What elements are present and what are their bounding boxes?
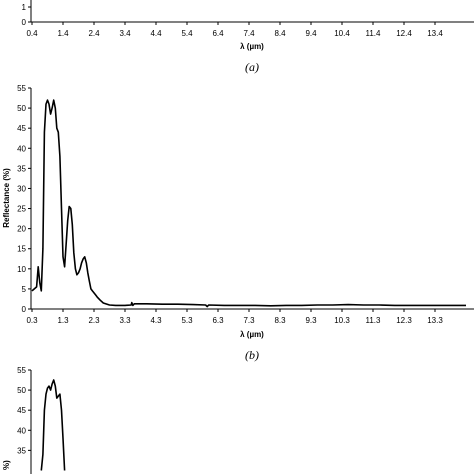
x-tick-label: 5.3 [181,316,193,325]
x-tick-label: 1.3 [57,316,69,325]
x-tick-label: 5.4 [181,29,193,38]
x-tick-label: 6.4 [212,29,224,38]
y-tick-label: 45 [17,406,26,415]
x-tick-label: 2.3 [88,316,100,325]
reflectance-series-line [31,99,466,308]
x-tick-label: 3.3 [119,316,131,325]
x-tick-label: 9.3 [305,316,317,325]
x-tick-label: 13.4 [427,29,443,38]
x-tick-label: 7.3 [243,316,255,325]
x-tick-label: 11.4 [366,29,382,38]
x-tick-label: 4.4 [150,29,162,38]
y-axis-title-b: Reflectance (%) [2,168,11,228]
y-tick-label: 55 [17,366,26,375]
y-tick-label: 0 [22,305,27,314]
x-tick-label: 11.3 [366,316,382,325]
x-axis-title-b: λ (µm) [240,330,264,339]
y-tick-label: 45 [17,124,26,133]
x-tick-label: 10.3 [334,316,350,325]
y-tick-label: 15 [17,245,26,254]
y-tick-label: 55 [17,84,26,93]
x-tick-label: 9.4 [305,29,317,38]
reflectance-series-line-c [40,379,66,471]
x-tick-label: 10.4 [334,29,350,38]
x-tick-label: 7.4 [243,29,255,38]
y-tick-label: 40 [17,144,26,153]
x-tick-label: 1.4 [57,29,69,38]
caption-a: (a) [245,60,259,74]
y-tick-label: 50 [17,104,26,113]
y-tick-label: 25 [17,205,26,214]
x-tick-label: 3.4 [119,29,131,38]
x-tick-label: 6.3 [212,316,224,325]
y-tick-label: 0 [22,18,27,27]
x-tick-label: 12.4 [396,29,412,38]
chart-panel-a: 1 0 0.4 1.4 2.4 3.4 4.4 5.4 6.4 7.4 8.4 9.4 10.4 11.… [22,0,474,74]
caption-b: (b) [245,348,259,362]
x-tick-label: 12.3 [396,316,412,325]
y-tick-label: 1 [22,3,27,12]
y-tick-label: 40 [17,426,26,435]
y-tick-label: 30 [17,184,26,193]
x-axis-title-a: λ (µm) [240,42,264,51]
x-tick-label: 13.3 [427,316,443,325]
x-tick-label: 8.4 [274,29,286,38]
y-tick-label: 50 [17,386,26,395]
x-tick-label: 4.3 [150,316,162,325]
chart-panel-b: 0 5 10 15 20 25 30 35 40 45 50 55 0.3 1.3 2.3 3.3 4.3 5.… [2,84,474,362]
x-tick-label: 2.4 [88,29,100,38]
y-tick-label: 10 [17,265,26,274]
x-tick-label: 0.4 [26,29,38,38]
y-tick-label: 35 [17,446,26,455]
x-tick-label: 8.3 [274,316,286,325]
x-tick-label: 0.3 [26,316,38,325]
y-axis-title-c: %) [2,460,11,470]
y-tick-label: 20 [17,225,26,234]
y-tick-label: 5 [22,285,27,294]
y-tick-label: 35 [17,164,26,173]
chart-panel-c: 35 40 45 50 55 %) [2,366,66,474]
